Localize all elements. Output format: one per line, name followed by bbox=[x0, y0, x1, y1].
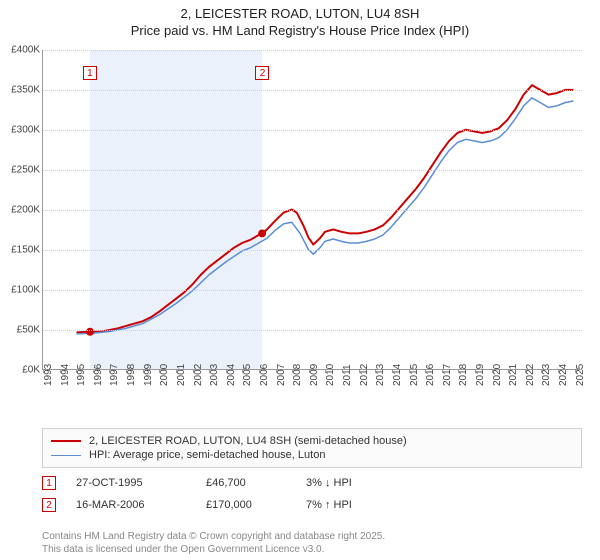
x-axis-label: 2001 bbox=[176, 364, 187, 386]
x-axis-label: 2025 bbox=[575, 364, 586, 386]
sale-point bbox=[258, 229, 266, 237]
gridline bbox=[43, 330, 582, 331]
gridline bbox=[43, 250, 582, 251]
x-axis-label: 1996 bbox=[93, 364, 104, 386]
sale-point bbox=[86, 328, 94, 336]
sale-date-1: 27-OCT-1995 bbox=[76, 477, 186, 489]
x-axis-label: 2015 bbox=[409, 364, 420, 386]
x-axis-label: 2011 bbox=[342, 364, 353, 386]
legend-swatch bbox=[51, 440, 81, 442]
x-axis-label: 2003 bbox=[209, 364, 220, 386]
x-axis-label: 2004 bbox=[226, 364, 237, 386]
sale-price-2: £170,000 bbox=[206, 499, 286, 511]
y-axis-label: £150K bbox=[0, 245, 40, 256]
y-axis-label: £100K bbox=[0, 285, 40, 296]
sale-diff-1: 3% ↓ HPI bbox=[306, 477, 352, 489]
plot-area: 1993199419951996199719981999200020012002… bbox=[42, 50, 582, 370]
chart-marker: 1 bbox=[83, 66, 97, 80]
y-axis-label: £200K bbox=[0, 205, 40, 216]
x-axis-label: 2002 bbox=[193, 364, 204, 386]
x-axis-label: 2022 bbox=[525, 364, 536, 386]
gridline bbox=[43, 90, 582, 91]
chart-marker: 2 bbox=[255, 66, 269, 80]
x-axis-label: 1997 bbox=[109, 364, 120, 386]
legend: 2, LEICESTER ROAD, LUTON, LU4 8SH (semi-… bbox=[42, 428, 582, 468]
sale-marker-1: 1 bbox=[42, 476, 56, 490]
y-axis-label: £50K bbox=[0, 325, 40, 336]
x-axis-label: 2014 bbox=[392, 364, 403, 386]
x-axis-label: 2021 bbox=[508, 364, 519, 386]
gridline bbox=[43, 210, 582, 211]
x-axis-label: 1994 bbox=[60, 364, 71, 386]
y-axis-label: £400K bbox=[0, 45, 40, 56]
x-axis-label: 2013 bbox=[375, 364, 386, 386]
x-axis-label: 1998 bbox=[126, 364, 137, 386]
x-axis-label: 2007 bbox=[276, 364, 287, 386]
y-axis-label: £350K bbox=[0, 85, 40, 96]
x-axis-label: 1993 bbox=[43, 364, 54, 386]
sale-price-1: £46,700 bbox=[206, 477, 286, 489]
legend-row: 2, LEICESTER ROAD, LUTON, LU4 8SH (semi-… bbox=[51, 435, 573, 447]
chart-title-line2: Price paid vs. HM Land Registry's House … bbox=[0, 23, 600, 38]
x-axis-label: 2009 bbox=[309, 364, 320, 386]
y-axis-label: £0K bbox=[0, 365, 40, 376]
x-axis-label: 1995 bbox=[76, 364, 87, 386]
attribution: Contains HM Land Registry data © Crown c… bbox=[42, 530, 582, 556]
x-axis-label: 2006 bbox=[259, 364, 270, 386]
x-axis-label: 2020 bbox=[492, 364, 503, 386]
chart-title-block: 2, LEICESTER ROAD, LUTON, LU4 8SH Price … bbox=[0, 0, 600, 38]
x-axis-label: 2012 bbox=[359, 364, 370, 386]
x-axis-label: 2005 bbox=[242, 364, 253, 386]
chart-area: 1993 1994 1995 1996 1997 1998 1999 2000 2001 2002… bbox=[0, 40, 600, 420]
series-line bbox=[76, 98, 573, 334]
x-axis-label: 2018 bbox=[458, 364, 469, 386]
sale-marker-2: 2 bbox=[42, 498, 56, 512]
sale-row-2: 2 16-MAR-2006 £170,000 7% ↑ HPI bbox=[42, 498, 582, 512]
x-axis-label: 2017 bbox=[442, 364, 453, 386]
x-axis-label: 2016 bbox=[425, 364, 436, 386]
legend-swatch bbox=[51, 455, 81, 456]
sale-row-1: 1 27-OCT-1995 £46,700 3% ↓ HPI bbox=[42, 476, 582, 490]
sale-date-2: 16-MAR-2006 bbox=[76, 499, 186, 511]
x-axis-label: 2023 bbox=[541, 364, 552, 386]
gridline bbox=[43, 130, 582, 131]
x-axis-label: 2024 bbox=[558, 364, 569, 386]
x-axis-label: 1999 bbox=[143, 364, 154, 386]
gridline bbox=[43, 50, 582, 51]
gridline bbox=[43, 290, 582, 291]
x-axis-label: 2008 bbox=[292, 364, 303, 386]
x-axis-label: 2010 bbox=[325, 364, 336, 386]
y-axis-label: £250K bbox=[0, 165, 40, 176]
attribution-line2: This data is licensed under the Open Gov… bbox=[42, 543, 582, 556]
chart-title-line1: 2, LEICESTER ROAD, LUTON, LU4 8SH bbox=[0, 6, 600, 21]
series-line bbox=[76, 85, 573, 332]
legend-row: HPI: Average price, semi-detached house,… bbox=[51, 449, 573, 461]
gridline bbox=[43, 170, 582, 171]
legend-label: HPI: Average price, semi-detached house,… bbox=[89, 449, 325, 461]
x-axis-label: 2019 bbox=[475, 364, 486, 386]
y-axis-label: £300K bbox=[0, 125, 40, 136]
x-axis-label: 2000 bbox=[159, 364, 170, 386]
sale-diff-2: 7% ↑ HPI bbox=[306, 499, 352, 511]
legend-label: 2, LEICESTER ROAD, LUTON, LU4 8SH (semi-… bbox=[89, 435, 407, 447]
attribution-line1: Contains HM Land Registry data © Crown c… bbox=[42, 530, 582, 543]
